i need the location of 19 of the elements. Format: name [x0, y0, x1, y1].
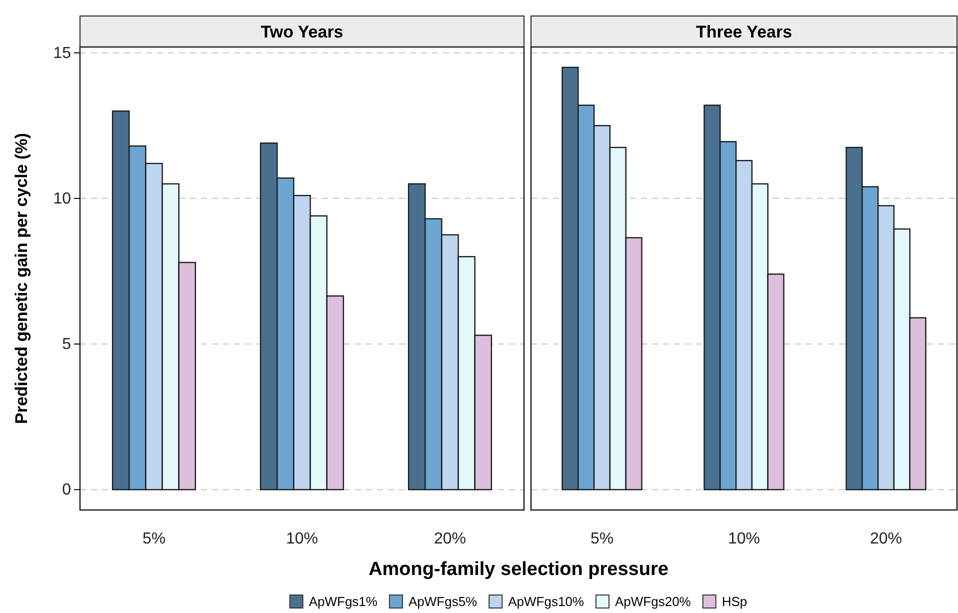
y-tick-label: 10: [53, 190, 72, 208]
legend-label: ApWFgs5%: [408, 594, 478, 609]
legend-label: ApWFgs1%: [308, 594, 378, 609]
y-tick-label: 5: [62, 336, 72, 354]
x-tick-label: 10%: [286, 530, 318, 548]
y-tick-label: 15: [53, 44, 72, 62]
legend-label: ApWFgs10%: [508, 594, 584, 609]
x-tick-label: 20%: [434, 530, 466, 548]
y-axis-title: Predicted genetic gain per cycle (%): [12, 133, 31, 424]
x-axis-title: Among-family selection pressure: [368, 559, 668, 580]
legend-label: HSp: [722, 594, 748, 609]
y-tick-label: 0: [62, 482, 72, 499]
legend-label: ApWFgs20%: [614, 594, 692, 609]
chart-title: Two Years: [260, 22, 344, 42]
x-tick-label: 20%: [870, 530, 902, 548]
chart-title: Three Years: [696, 22, 792, 42]
x-tick-label: 10%: [728, 530, 760, 548]
x-tick-label: 5%: [590, 530, 614, 548]
x-tick-label: 5%: [142, 530, 166, 548]
